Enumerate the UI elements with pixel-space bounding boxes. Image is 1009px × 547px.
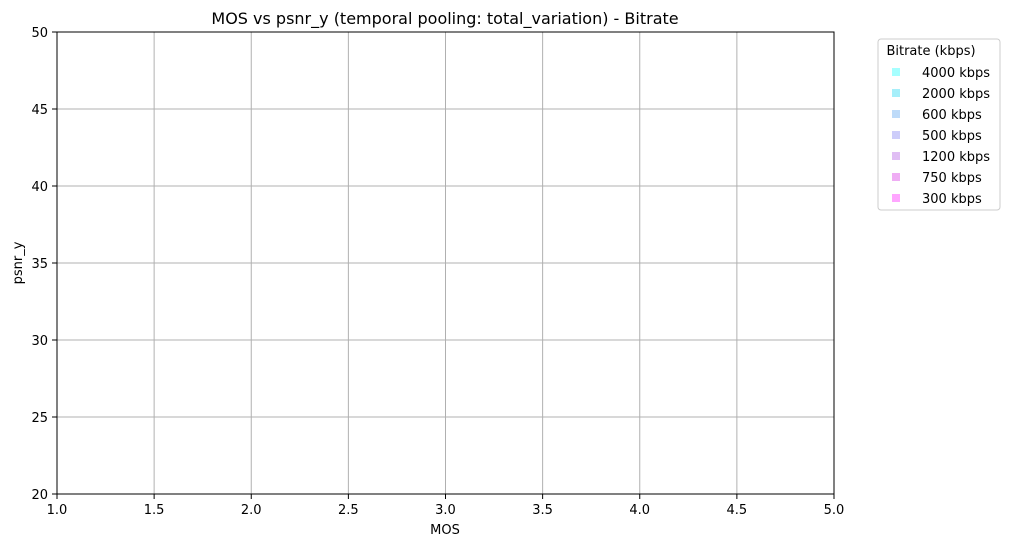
x-tick-label: 2.5 [338, 503, 359, 518]
legend-label: 500 kbps [922, 129, 982, 144]
legend-label: 600 kbps [922, 108, 982, 123]
y-tick-label: 20 [31, 488, 48, 503]
y-tick-label: 40 [31, 180, 48, 195]
legend: Bitrate (kbps) 4000 kbps 2000 kbps 600 kbp… [877, 38, 1001, 211]
x-axis-label: MOS [430, 523, 460, 538]
legend-frame [877, 38, 1001, 211]
x-tick-label: 3.5 [532, 503, 553, 518]
legend-marker [892, 89, 900, 97]
x-tick-label: 4.0 [629, 503, 650, 518]
x-tick-label: 1.5 [144, 503, 165, 518]
x-tick-label: 1.0 [47, 503, 68, 518]
legend-marker [892, 131, 900, 139]
y-tick-label: 25 [31, 411, 48, 426]
legend-label: 1200 kbps [922, 150, 990, 165]
legend-label: 4000 kbps [922, 66, 990, 81]
legend-marker [892, 68, 900, 76]
legend-marker [892, 173, 900, 181]
legend-marker [892, 110, 900, 118]
x-tick-label: 2.0 [241, 503, 262, 518]
y-tick-label: 30 [31, 334, 48, 349]
axis-ticks: 1.0 1.5 2.0 2.5 3.0 3.5 4.0 4.5 5.0 20 25 30 35 40 45 5… [31, 26, 844, 518]
y-tick-label: 35 [31, 257, 48, 272]
x-tick-label: 3.0 [435, 503, 456, 518]
legend-title: Bitrate (kbps) [886, 44, 975, 59]
legend-marker [892, 152, 900, 160]
chart-title: MOS vs psnr_y (temporal pooling: total_v… [211, 9, 678, 29]
y-tick-label: 45 [31, 103, 48, 118]
legend-label: 2000 kbps [922, 87, 990, 102]
y-axis-label: psnr_y [11, 241, 26, 284]
x-tick-label: 5.0 [824, 503, 845, 518]
grid [56, 31, 835, 495]
legend-label: 750 kbps [922, 171, 982, 186]
legend-label: 300 kbps [922, 192, 982, 207]
legend-marker [892, 194, 900, 202]
y-tick-label: 50 [31, 26, 48, 41]
x-tick-label: 4.5 [727, 503, 748, 518]
